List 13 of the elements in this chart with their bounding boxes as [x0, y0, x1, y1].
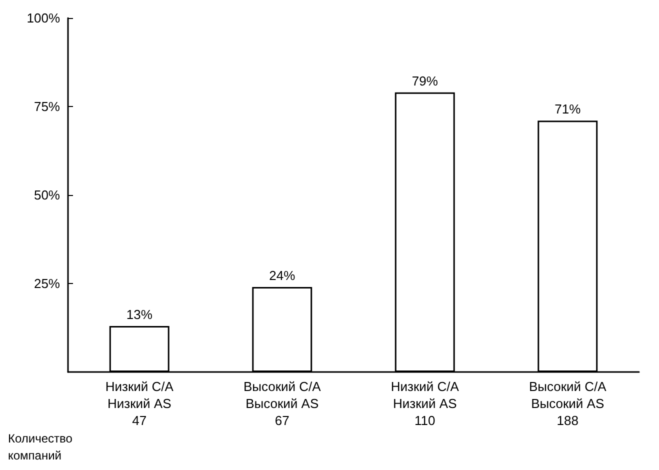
data-label: 13% — [126, 306, 153, 322]
x-tick-label: Высокий C/A Высокий AS 188 — [528, 379, 607, 428]
x-tick-label: Высокий C/A Высокий AS 67 — [243, 379, 322, 428]
y-tick-label: 25% — [34, 276, 60, 291]
x-tick-label: Низкий C/A Низкий AS 110 — [390, 379, 460, 428]
y-tick-label: 100% — [26, 10, 60, 26]
data-label: 24% — [269, 268, 296, 284]
x-tick-label: Низкий C/A Низкий AS 47 — [105, 379, 174, 428]
text: Количество компаний — [8, 432, 73, 462]
y-tick-label: 75% — [34, 99, 60, 114]
data-label: 71% — [554, 102, 582, 117]
y-tick-label: 50% — [34, 188, 60, 202]
data-label: 79% — [412, 73, 438, 88]
